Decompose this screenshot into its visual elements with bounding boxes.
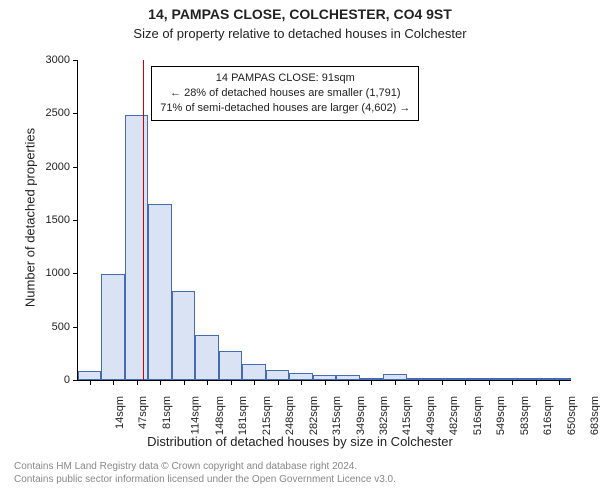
x-tick-label: 549sqm xyxy=(495,396,507,435)
subject-marker-line xyxy=(143,60,144,380)
x-tick-label: 616sqm xyxy=(542,396,554,435)
x-tick xyxy=(207,380,208,385)
x-tick xyxy=(395,380,396,385)
x-tick-label: 683sqm xyxy=(589,396,600,435)
histogram-bar xyxy=(101,274,124,380)
x-tick-label: 315sqm xyxy=(331,396,343,435)
histogram-bar xyxy=(125,115,148,380)
footer-line-1: Contains HM Land Registry data © Crown c… xyxy=(14,460,600,473)
x-tick-label: 650sqm xyxy=(566,396,578,435)
x-tick-label: 14sqm xyxy=(114,396,126,429)
x-tick xyxy=(160,380,161,385)
x-tick xyxy=(113,380,114,385)
x-tick-label: 248sqm xyxy=(284,396,296,435)
y-tick-label: 2500 xyxy=(46,107,78,119)
annotation-line-3: 71% of semi-detached houses are larger (… xyxy=(160,101,410,116)
x-tick xyxy=(348,380,349,385)
chart-subtitle: Size of property relative to detached ho… xyxy=(0,26,600,41)
x-tick-label: 583sqm xyxy=(519,396,531,435)
annotation-box: 14 PAMPAS CLOSE: 91sqm← 28% of detached … xyxy=(151,66,419,121)
x-tick xyxy=(325,380,326,385)
y-tick-label: 1500 xyxy=(46,214,78,226)
x-tick xyxy=(536,380,537,385)
x-tick xyxy=(489,380,490,385)
x-tick-label: 282sqm xyxy=(308,396,320,435)
annotation-line-2: ← 28% of detached houses are smaller (1,… xyxy=(160,86,410,101)
y-tick-label: 0 xyxy=(64,374,78,386)
x-tick xyxy=(371,380,372,385)
histogram-bar xyxy=(195,335,218,380)
x-tick-label: 382sqm xyxy=(378,396,390,435)
histogram-bar xyxy=(242,364,265,380)
x-tick-label: 349sqm xyxy=(355,396,367,435)
x-tick xyxy=(418,380,419,385)
y-tick-label: 1000 xyxy=(46,267,78,279)
plot-area: 05001000150020002500300014sqm47sqm81sqm1… xyxy=(77,60,571,381)
histogram-bar xyxy=(289,373,312,380)
histogram-bar xyxy=(78,371,101,380)
x-tick xyxy=(442,380,443,385)
y-tick-label: 500 xyxy=(52,321,78,333)
y-axis-title: Number of detached properties xyxy=(23,78,38,358)
chart-container: 14, PAMPAS CLOSE, COLCHESTER, CO4 9ST Si… xyxy=(0,0,600,500)
histogram-bar xyxy=(172,291,195,380)
x-tick xyxy=(184,380,185,385)
x-tick-label: 482sqm xyxy=(449,396,461,435)
histogram-bar xyxy=(148,204,171,380)
x-tick-label: 81sqm xyxy=(161,396,173,429)
histogram-bar xyxy=(219,351,242,380)
footer-line-2: Contains public sector information licen… xyxy=(14,473,600,486)
x-tick xyxy=(90,380,91,385)
x-tick xyxy=(231,380,232,385)
x-tick-label: 215sqm xyxy=(261,396,273,435)
x-tick-label: 449sqm xyxy=(425,396,437,435)
chart-title: 14, PAMPAS CLOSE, COLCHESTER, CO4 9ST xyxy=(0,6,600,22)
histogram-bar xyxy=(266,370,289,380)
y-tick-label: 3000 xyxy=(46,54,78,66)
footer: Contains HM Land Registry data © Crown c… xyxy=(14,460,600,486)
x-tick-label: 47sqm xyxy=(137,396,149,429)
x-tick-label: 181sqm xyxy=(237,396,249,435)
x-tick xyxy=(278,380,279,385)
x-tick-label: 415sqm xyxy=(402,396,414,435)
x-tick xyxy=(301,380,302,385)
y-tick-label: 2000 xyxy=(46,161,78,173)
x-tick xyxy=(559,380,560,385)
x-tick-label: 148sqm xyxy=(214,396,226,435)
annotation-line-1: 14 PAMPAS CLOSE: 91sqm xyxy=(160,71,410,86)
x-tick xyxy=(512,380,513,385)
x-tick xyxy=(137,380,138,385)
x-tick-label: 114sqm xyxy=(189,396,201,434)
x-axis-title: Distribution of detached houses by size … xyxy=(0,434,600,449)
x-tick xyxy=(254,380,255,385)
x-tick-label: 516sqm xyxy=(472,396,484,435)
x-tick xyxy=(465,380,466,385)
